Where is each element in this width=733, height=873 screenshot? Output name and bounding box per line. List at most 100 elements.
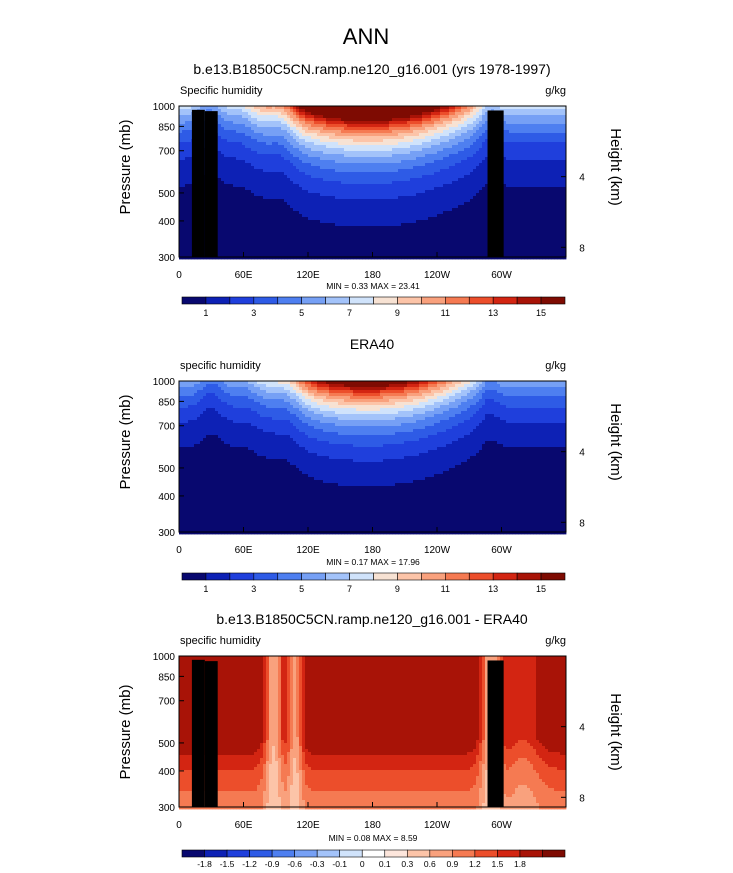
- contour-cell: [185, 142, 188, 145]
- contour-cell: [293, 178, 296, 181]
- contour-cell: [263, 148, 266, 151]
- contour-cell: [344, 109, 347, 112]
- contour-cell: [404, 175, 407, 178]
- contour-cell: [377, 193, 380, 196]
- contour-cell: [356, 205, 359, 208]
- contour-cell: [368, 166, 371, 169]
- contour-cell: [254, 250, 257, 253]
- contour-cell: [188, 220, 191, 223]
- contour-cell: [410, 199, 413, 202]
- contour-cell: [425, 205, 428, 208]
- contour-cell: [434, 115, 437, 118]
- contour-cell: [386, 223, 389, 226]
- contour-cell: [227, 208, 230, 211]
- contour-cell: [221, 217, 224, 220]
- contour-cell: [179, 241, 182, 244]
- contour-cell: [356, 190, 359, 193]
- contour-cell: [362, 199, 365, 202]
- contour-cell: [326, 187, 329, 190]
- contour-cell: [428, 151, 431, 154]
- contour-cell: [281, 208, 284, 211]
- contour-cell: [248, 178, 251, 181]
- contour-cell: [320, 184, 323, 187]
- contour-cell: [293, 106, 296, 109]
- contour-cell: [290, 199, 293, 202]
- contour-cell: [221, 178, 224, 181]
- contour-cell: [323, 112, 326, 115]
- contour-cell: [392, 163, 395, 166]
- contour-cell: [287, 160, 290, 163]
- contour-cell: [272, 109, 275, 112]
- contour-cell: [392, 250, 395, 253]
- contour-cell: [437, 151, 440, 154]
- contour-cell: [401, 139, 404, 142]
- contour-cell: [182, 121, 185, 124]
- contour-cell: [365, 211, 368, 214]
- contour-cell: [275, 202, 278, 205]
- contour-cell: [410, 235, 413, 238]
- contour-cell: [317, 253, 320, 256]
- contour-cell: [308, 118, 311, 121]
- contour-cell: [284, 202, 287, 205]
- contour-cell: [266, 244, 269, 247]
- contour-cell: [347, 226, 350, 229]
- contour-cell: [353, 124, 356, 127]
- contour-cell: [236, 202, 239, 205]
- contour-cell: [236, 241, 239, 244]
- contour-cell: [389, 184, 392, 187]
- contour-cell: [188, 208, 191, 211]
- contour-cell: [260, 250, 263, 253]
- contour-cell: [296, 235, 299, 238]
- contour-cell: [260, 223, 263, 226]
- contour-cell: [302, 232, 305, 235]
- contour-cell: [416, 202, 419, 205]
- contour-cell: [245, 226, 248, 229]
- contour-cell: [470, 220, 473, 223]
- contour-cell: [182, 115, 185, 118]
- contour-cell: [299, 220, 302, 223]
- contour-cell: [350, 139, 353, 142]
- contour-cell: [326, 238, 329, 241]
- contour-cell: [374, 226, 377, 229]
- contour-cell: [335, 109, 338, 112]
- contour-cell: [245, 160, 248, 163]
- contour-cell: [305, 151, 308, 154]
- contour-cell: [419, 160, 422, 163]
- contour-cell: [368, 133, 371, 136]
- contour-cell: [272, 253, 275, 256]
- contour-cell: [272, 130, 275, 133]
- contour-cell: [242, 133, 245, 136]
- contour-cell: [347, 142, 350, 145]
- contour-cell: [440, 145, 443, 148]
- contour-cell: [407, 193, 410, 196]
- contour-cell: [269, 235, 272, 238]
- contour-cell: [185, 214, 188, 217]
- contour-cell: [245, 193, 248, 196]
- contour-cell: [443, 136, 446, 139]
- contour-cell: [350, 205, 353, 208]
- contour-cell: [308, 253, 311, 256]
- contour-cell: [446, 211, 449, 214]
- contour-cell: [302, 163, 305, 166]
- contour-cell: [185, 235, 188, 238]
- contour-cell: [242, 106, 245, 109]
- contour-cell: [317, 199, 320, 202]
- contour-cell: [311, 187, 314, 190]
- contour-cell: [233, 106, 236, 109]
- contour-cell: [416, 112, 419, 115]
- contour-cell: [464, 163, 467, 166]
- contour-cell: [404, 217, 407, 220]
- contour-cell: [356, 226, 359, 229]
- contour-cell: [461, 193, 464, 196]
- contour-cell: [443, 190, 446, 193]
- contour-cell: [185, 196, 188, 199]
- contour-cell: [311, 112, 314, 115]
- contour-cell: [356, 253, 359, 256]
- contour-cell: [275, 115, 278, 118]
- contour-cell: [323, 154, 326, 157]
- contour-cell: [401, 205, 404, 208]
- contour-cell: [323, 109, 326, 112]
- contour-cell: [455, 169, 458, 172]
- contour-cell: [329, 235, 332, 238]
- contour-cell: [422, 244, 425, 247]
